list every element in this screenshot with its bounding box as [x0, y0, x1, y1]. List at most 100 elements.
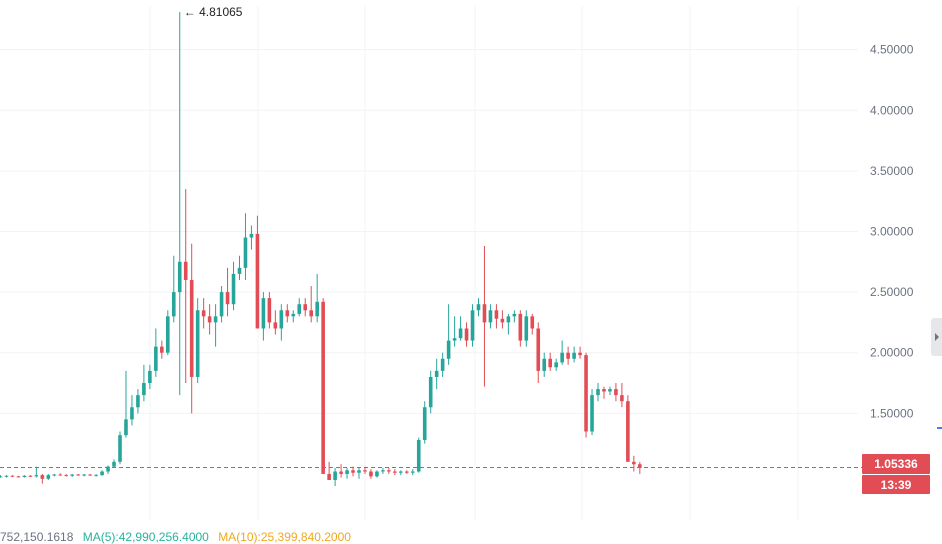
candles	[0, 11, 642, 487]
candle-body	[560, 352, 564, 363]
candle-body	[506, 316, 511, 323]
candle-body	[249, 233, 254, 238]
candle-body	[82, 474, 86, 476]
y-tick-label: 1.50000	[870, 406, 914, 420]
candle-body	[614, 389, 618, 396]
candle-body	[219, 292, 224, 317]
candle-body	[351, 470, 355, 473]
candle-body	[22, 475, 27, 477]
candle-body	[4, 475, 9, 477]
y-tick-label: 2.50000	[870, 285, 914, 299]
candle-body	[279, 310, 284, 329]
candle-body	[28, 475, 33, 477]
candle-body	[58, 474, 63, 476]
candle-body	[548, 358, 552, 368]
candle-body	[399, 471, 403, 473]
candle-body	[201, 310, 206, 317]
y-tick-label: 3.50000	[870, 164, 914, 178]
candle-body	[189, 279, 194, 377]
candle-body	[626, 401, 630, 462]
candle-body	[524, 316, 529, 341]
candle-body	[321, 301, 325, 474]
candle-body	[440, 358, 445, 371]
candle-body	[309, 310, 313, 317]
candle-body	[255, 233, 260, 329]
candle-body	[88, 474, 92, 476]
candle-body	[261, 298, 266, 329]
volume-legend: 752,150.1618 MA(5):42,990,256.4000 MA(10…	[0, 530, 357, 544]
candle-body	[345, 470, 349, 474]
candle-body	[154, 346, 158, 371]
y-tick-label: 2.00000	[870, 346, 914, 360]
candle-body	[476, 304, 481, 311]
candle-body	[112, 461, 116, 467]
candle-body	[237, 267, 242, 274]
candle-body	[530, 316, 535, 329]
candle-body	[393, 471, 397, 473]
candle-body	[434, 370, 439, 377]
y-tick-label: 4.00000	[870, 103, 914, 117]
candle-body	[70, 474, 74, 476]
candle-body	[100, 471, 104, 476]
candle-body	[171, 292, 176, 317]
candle-body	[183, 261, 188, 280]
candle-body	[452, 338, 457, 341]
candle-body	[602, 389, 606, 392]
candle-body	[638, 464, 642, 468]
y-tick-label: 3.00000	[870, 224, 914, 238]
candle-body	[369, 471, 373, 477]
candle-body	[267, 298, 272, 323]
candle-body	[34, 475, 39, 477]
candle-body	[118, 435, 122, 462]
grid-lines	[0, 6, 858, 520]
candle-body	[130, 407, 134, 420]
candle-body	[46, 475, 51, 479]
candle-body	[285, 310, 290, 317]
candle-body	[64, 475, 69, 477]
candle-body	[446, 340, 451, 359]
candle-body	[16, 476, 21, 478]
candle-body	[333, 471, 337, 480]
candle-body	[518, 313, 523, 341]
candle-body	[584, 355, 588, 432]
volume-ma10: MA(10):25,399,840.2000	[218, 530, 351, 544]
candle-body	[213, 316, 218, 323]
candle-body	[632, 461, 636, 465]
candle-body	[542, 358, 547, 371]
candle-body	[148, 370, 152, 384]
candle-body	[596, 389, 600, 396]
candle-body	[273, 322, 278, 329]
candle-body	[231, 273, 236, 305]
edge-marker	[937, 427, 942, 429]
candle-body	[0, 476, 3, 478]
candle-body	[363, 470, 367, 472]
volume-ma5: MA(5):42,990,256.4000	[82, 530, 209, 544]
candle-body	[327, 473, 331, 480]
candle-body	[620, 395, 624, 402]
candle-body	[136, 395, 140, 408]
candle-body	[488, 310, 493, 323]
candle-body	[416, 439, 421, 472]
candle-body	[500, 318, 505, 323]
candle-body	[590, 395, 594, 432]
candle-body	[458, 328, 463, 339]
candle-body	[225, 292, 230, 305]
candle-body	[482, 304, 487, 323]
candle-body	[52, 474, 57, 476]
candle-body	[339, 471, 343, 474]
volume-total: 752,150.1618	[0, 530, 74, 544]
candle-body	[381, 470, 385, 472]
collapse-panel-handle[interactable]	[931, 318, 942, 356]
candle-body	[142, 383, 146, 396]
candle-body	[410, 471, 415, 473]
candle-body	[494, 310, 499, 319]
candle-body	[291, 313, 296, 317]
candle-body	[94, 475, 98, 477]
candle-body	[124, 419, 128, 436]
y-tick-label: 4.50000	[870, 43, 914, 57]
candle-body	[40, 475, 45, 479]
candle-body	[387, 470, 391, 472]
candle-body	[512, 313, 517, 317]
candle-body	[177, 261, 182, 293]
